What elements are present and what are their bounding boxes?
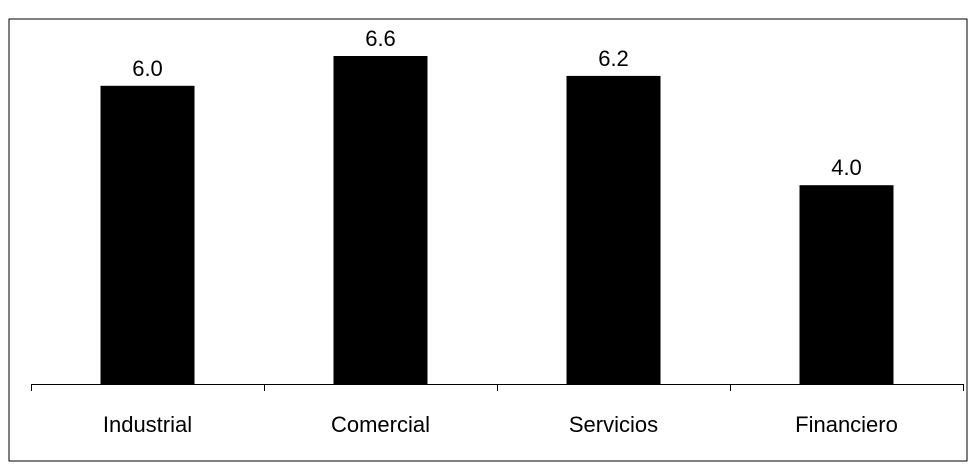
x-tick-label-industrial: Industrial	[103, 412, 192, 437]
chart-frame	[8, 18, 968, 462]
bar-financiero	[799, 185, 894, 384]
data-label-comercial: 6.6	[365, 26, 396, 51]
bar-comercial	[333, 56, 428, 384]
x-tick-label-financiero: Financiero	[795, 412, 898, 437]
data-label-industrial: 6.0	[132, 56, 163, 81]
x-tick-label-comercial: Comercial	[331, 412, 430, 437]
bar-industrial	[100, 85, 195, 385]
data-label-servicios: 6.2	[598, 46, 629, 71]
bar-servicios	[566, 75, 661, 385]
x-tick-label-servicios: Servicios	[569, 412, 658, 437]
data-label-financiero: 4.0	[831, 155, 862, 180]
